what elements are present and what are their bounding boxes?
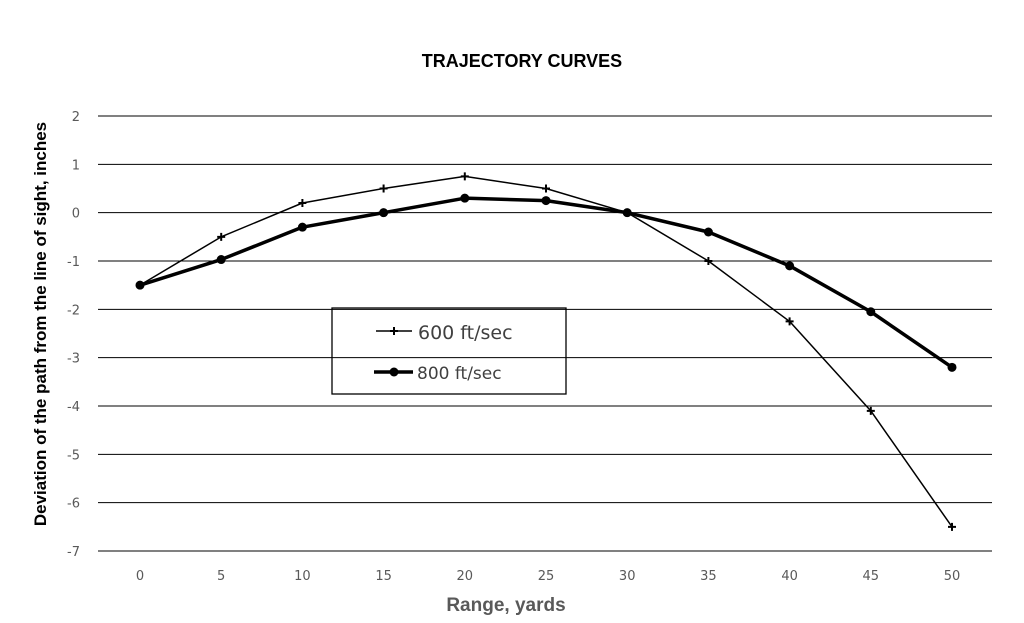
x-tick-label: 35 bbox=[700, 569, 717, 584]
data-point bbox=[217, 232, 226, 241]
x-tick-label: 40 bbox=[781, 569, 798, 584]
data-point bbox=[298, 199, 307, 207]
data-point bbox=[866, 406, 875, 415]
data-point bbox=[622, 208, 632, 218]
y-tick-label: 2 bbox=[72, 110, 80, 125]
y-tick-label: 0 bbox=[72, 207, 80, 222]
data-point bbox=[460, 193, 470, 203]
y-tick-label: -3 bbox=[67, 352, 80, 367]
y-tick-label: -5 bbox=[67, 448, 80, 463]
series-line-800 bbox=[139, 196, 953, 369]
data-point bbox=[542, 184, 550, 193]
y-tick-label: -1 bbox=[67, 255, 80, 270]
x-tick-label: 10 bbox=[294, 569, 311, 584]
data-point bbox=[297, 222, 307, 232]
data-point bbox=[947, 362, 957, 372]
legend-label-800: 800 ft/sec bbox=[417, 364, 502, 384]
x-tick-label: 5 bbox=[217, 569, 225, 584]
legend-marker-600 bbox=[390, 327, 398, 335]
data-point bbox=[135, 280, 145, 290]
x-tick-label: 20 bbox=[457, 569, 474, 584]
y-tick-labels: 2 1 0 -1 -2 -3 -4 -5 -6 -7 bbox=[67, 110, 80, 560]
legend-box bbox=[331, 307, 567, 395]
data-point bbox=[216, 255, 226, 265]
x-tick-label: 25 bbox=[538, 569, 555, 584]
x-tick-label: 50 bbox=[944, 569, 961, 584]
y-tick-label: -6 bbox=[67, 497, 80, 512]
y-tick-label: -2 bbox=[67, 303, 80, 318]
data-point bbox=[379, 184, 388, 193]
data-point bbox=[785, 317, 794, 326]
x-tick-labels: 0 5 10 15 20 25 30 35 40 45 50 bbox=[136, 569, 960, 584]
x-tick-label: 0 bbox=[136, 569, 144, 584]
data-point bbox=[785, 261, 795, 271]
legend-label-600: 600 ft/sec bbox=[418, 322, 513, 344]
data-point bbox=[379, 208, 389, 218]
data-point bbox=[948, 522, 956, 531]
x-tick-label: 45 bbox=[863, 569, 880, 584]
y-axis-label: Deviation of the path from the line of s… bbox=[31, 122, 50, 526]
data-point bbox=[460, 172, 469, 181]
data-point bbox=[704, 257, 713, 265]
x-tick-label: 15 bbox=[375, 569, 392, 584]
y-tick-label: -7 bbox=[67, 545, 80, 560]
data-point bbox=[866, 307, 876, 317]
series-line-600 bbox=[139, 175, 953, 528]
gridlines bbox=[98, 115, 992, 552]
data-point bbox=[703, 227, 713, 237]
legend: 600 ft/sec 800 ft/sec bbox=[331, 307, 567, 395]
legend-marker-800 bbox=[389, 367, 399, 377]
y-tick-label: -4 bbox=[67, 400, 80, 415]
chart-title: TRAJECTORY CURVES bbox=[422, 51, 622, 71]
x-tick-label: 30 bbox=[619, 569, 636, 584]
x-axis-label: Range, yards bbox=[446, 595, 565, 616]
data-point bbox=[541, 196, 551, 206]
y-tick-label: 1 bbox=[72, 158, 80, 173]
series-lines bbox=[135, 172, 957, 531]
